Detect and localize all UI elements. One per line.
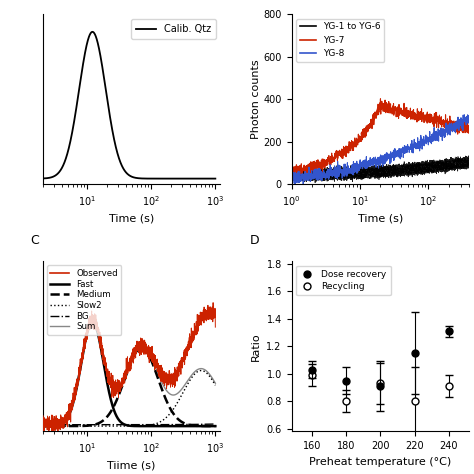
Text: C: C (30, 235, 39, 247)
Legend: Observed, Fast, Medium, Slow2, BG, Sum: Observed, Fast, Medium, Slow2, BG, Sum (47, 265, 121, 335)
Legend: Dose recovery, Recycling: Dose recovery, Recycling (296, 265, 391, 295)
Text: D: D (250, 235, 259, 247)
Legend: YG-1 to YG-6, YG-7, YG-8: YG-1 to YG-6, YG-7, YG-8 (296, 19, 384, 62)
X-axis label: Time (s): Time (s) (109, 214, 154, 224)
Legend: Calib. Qtz: Calib. Qtz (131, 19, 216, 39)
X-axis label: Tiime (s): Tiime (s) (107, 460, 156, 470)
X-axis label: Time (s): Time (s) (358, 214, 403, 224)
X-axis label: Preheat temperature (°C): Preheat temperature (°C) (309, 456, 452, 466)
Y-axis label: Ratio: Ratio (251, 332, 261, 361)
Y-axis label: Photon counts: Photon counts (251, 60, 261, 139)
